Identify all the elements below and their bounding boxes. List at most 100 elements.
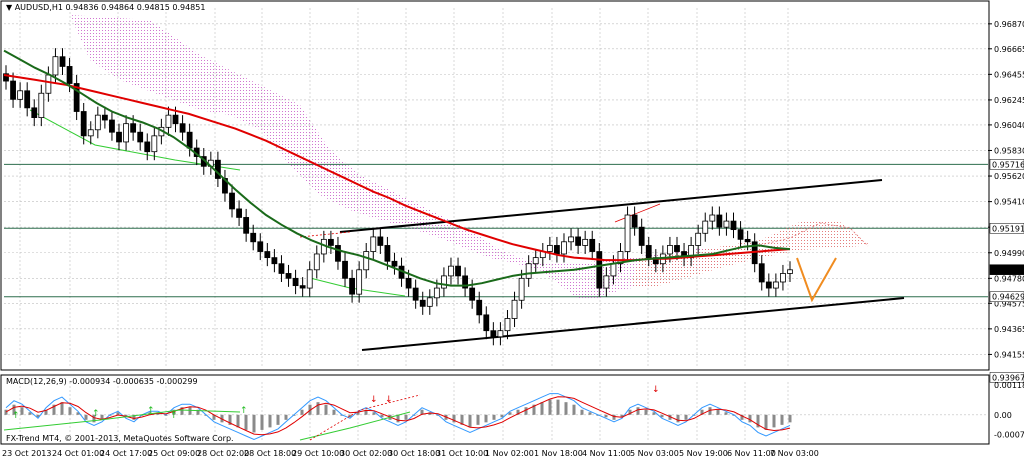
candle-body — [723, 220, 730, 228]
red-arrow-icon: ↓ — [385, 395, 393, 405]
y-tick-label: 0.94365 — [994, 325, 1024, 334]
macd-histogram-bar — [556, 399, 560, 415]
channel-lower-line[interactable] — [361, 297, 905, 351]
candle-body — [384, 245, 391, 262]
macd-histogram-bar — [188, 407, 192, 415]
macd-histogram-bar — [396, 414, 400, 423]
candle-body — [787, 269, 793, 274]
ichimoku-cloud-forward — [630, 222, 870, 288]
y-tick-label: 0.94780 — [994, 274, 1024, 283]
macd-histogram-bar — [588, 412, 592, 415]
macd-histogram-bar — [324, 404, 328, 415]
macd-histogram-bar — [252, 414, 256, 433]
macd-histogram-bar — [676, 414, 680, 423]
candle-body — [144, 141, 151, 153]
macd-histogram-bar — [604, 414, 608, 418]
green-trendline-upper[interactable] — [29, 109, 241, 171]
symbol-header: ▼ AUDUSD,H1 0.94836 0.94864 0.94815 0.94… — [6, 3, 205, 12]
macd-histogram-bar — [788, 414, 792, 423]
main-pane-frame — [0, 0, 990, 371]
macd-divergence-line[interactable] — [3, 409, 241, 431]
candle-body — [405, 277, 412, 289]
macd-histogram-bar — [268, 414, 272, 428]
candle-body — [116, 131, 122, 143]
macd-histogram-bar — [532, 404, 536, 415]
macd-histogram-bar — [236, 414, 240, 428]
ohlc-values: 0.94836 0.94864 0.94815 0.94851 — [65, 3, 205, 12]
y-tick-label: 0.94990 — [994, 249, 1024, 258]
dropdown-arrow-icon[interactable]: ▼ — [6, 3, 15, 12]
macd-histogram-bar — [284, 414, 288, 420]
candle-body — [476, 299, 483, 316]
y-tick-label: 0.96870 — [994, 20, 1024, 29]
candle-body — [469, 287, 476, 301]
green-arrow-icon: ↑ — [147, 406, 155, 416]
x-tick-label: 23 Oct 2013 — [2, 449, 51, 458]
candle-body — [165, 114, 172, 128]
ichimoku-cloud-upper — [70, 15, 760, 300]
red-arrow-icon: ↓ — [370, 395, 378, 405]
candle-body — [709, 214, 716, 222]
macd-histogram-bar — [348, 414, 352, 418]
candle-body — [610, 263, 617, 277]
y-tick-label: 0.96455 — [994, 70, 1024, 79]
macd-histogram-bar — [228, 414, 232, 425]
candle-body — [31, 107, 38, 118]
macd-histogram-bar — [260, 414, 264, 430]
macd-histogram-bar — [100, 414, 104, 420]
candle-body — [780, 273, 786, 283]
candle-body — [313, 253, 320, 271]
macd-main-line — [5, 393, 791, 441]
cloud-edge-line — [759, 222, 869, 247]
macd-y-tick-label: 0.00 — [994, 411, 1012, 420]
macd-histogram-bar — [572, 404, 576, 415]
candle-body — [285, 273, 292, 279]
macd-histogram-bar — [524, 407, 528, 415]
candle-body — [151, 135, 158, 153]
macd-histogram-bar — [748, 414, 752, 423]
macd-histogram-bar — [652, 412, 656, 415]
copyright-text: FX-Trend MT4, © 2001-2013, MetaQuotes So… — [6, 434, 234, 443]
level-label-box — [989, 291, 1024, 302]
red-dotted-line — [299, 231, 351, 238]
macd-histogram-bar — [764, 414, 768, 430]
candle-body — [123, 123, 129, 143]
candle-body — [716, 214, 723, 228]
candle-body — [101, 114, 108, 121]
candle-body — [377, 236, 384, 246]
macd-histogram-bar — [516, 409, 520, 415]
macd-divergence-line-2[interactable] — [299, 411, 411, 441]
channel-upper-line[interactable] — [339, 179, 883, 233]
macd-histogram-bar — [364, 409, 368, 415]
macd-histogram-bar — [548, 399, 552, 415]
macd-histogram-bar — [620, 414, 624, 418]
candle-body — [179, 123, 186, 133]
orange-projection-line[interactable] — [796, 257, 837, 303]
x-tick-label: 1 Nov 02:00 — [485, 449, 534, 458]
level-label-box — [989, 159, 1024, 170]
red-thin-line — [614, 203, 661, 223]
candle-body — [575, 236, 582, 246]
macd-histogram-bar — [780, 414, 784, 425]
macd-histogram-bar — [180, 407, 184, 415]
candle-body — [617, 251, 624, 265]
macd-histogram-bar — [660, 414, 664, 418]
candle-body — [412, 287, 419, 301]
candle-body — [483, 314, 490, 332]
candle-body — [229, 192, 235, 210]
level-label-box — [989, 372, 1024, 383]
candle-body — [299, 285, 306, 289]
macd-histogram-bar — [12, 404, 16, 415]
candle-body — [73, 83, 80, 112]
macd-histogram-bar — [700, 409, 704, 415]
candle-body — [292, 277, 299, 287]
macd-histogram-bar — [20, 407, 24, 415]
candle-body — [511, 299, 518, 319]
level-label: 0.94851 — [992, 266, 1024, 275]
macd-histogram-bar — [756, 414, 760, 428]
candle-body — [582, 238, 589, 246]
candle-body — [667, 245, 673, 255]
y-tick-label: 0.94155 — [994, 350, 1024, 359]
candle-body — [342, 260, 348, 279]
